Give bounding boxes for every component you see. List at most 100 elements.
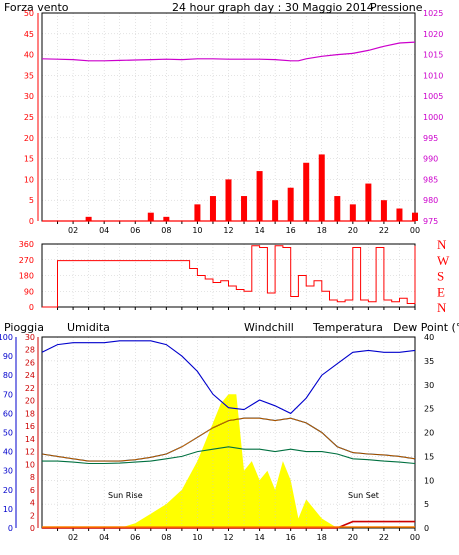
temp-tick-30: 30 [424, 381, 434, 390]
wind-tick-30: 30 [24, 92, 34, 101]
x-tick-label-14: 14 [254, 533, 264, 542]
direction-label-1: W [437, 253, 450, 268]
x-tick-label-20: 20 [348, 226, 358, 235]
x-tick-label-04: 04 [99, 226, 109, 235]
direction-line [42, 245, 416, 308]
wind-bar-15 [272, 200, 279, 221]
direction-label-4: N [437, 300, 447, 315]
wind-bar-12 [225, 179, 232, 221]
wind-pressure-panel: 02 04 06 08 10 12 14 16 18 20 22 000510152025303540… [24, 9, 444, 235]
chart-title: 24 hour graph day : 30 Maggio 2014 [172, 1, 374, 14]
windchill-label: Windchill [244, 321, 294, 334]
humidity-tick-60: 60 [3, 409, 13, 418]
rain-tick-12: 12 [25, 448, 35, 457]
pioggia-label: Pioggia [4, 321, 44, 334]
wind-tick-5: 5 [29, 196, 34, 205]
humidity-tick-40: 40 [3, 448, 13, 457]
x-tick-label-06: 06 [130, 226, 140, 235]
dir-tick-360: 360 [19, 240, 34, 249]
humidity-tick-70: 70 [3, 390, 13, 399]
rain-tick-26: 26 [25, 358, 35, 367]
x-tick-label-08: 08 [161, 533, 171, 542]
x-tick-label-00: 00 [410, 226, 420, 235]
rain-tick-20: 20 [25, 397, 35, 406]
direction-label-2: S [437, 269, 444, 284]
rain-tick-14: 14 [25, 435, 35, 444]
wind-bar-13 [241, 196, 248, 221]
pressure-line [41, 41, 416, 62]
wind-bar-7 [147, 212, 154, 221]
windchill-line [41, 417, 416, 462]
humidity-line [41, 340, 416, 415]
humidity-tick-50: 50 [3, 429, 13, 438]
wind-tick-15: 15 [24, 155, 34, 164]
pressure-tick-1010: 1010 [423, 71, 443, 80]
wind-bar-10 [194, 204, 201, 221]
wind-bar-23 [396, 208, 403, 221]
rain-tick-0: 0 [30, 524, 35, 533]
wind-tick-25: 25 [24, 113, 34, 122]
rain-tick-22: 22 [25, 384, 35, 393]
x-tick-label-16: 16 [286, 226, 296, 235]
rain-tick-28: 28 [25, 346, 35, 355]
temp-tick-20: 20 [424, 429, 434, 438]
rain-tick-30: 30 [25, 333, 35, 342]
temperatura-label: Temperatura [312, 321, 383, 334]
pressure-tick-995: 995 [423, 134, 438, 143]
humidity-tick-90: 90 [3, 352, 13, 361]
x-tick-label-10: 10 [192, 226, 202, 235]
wind-tick-10: 10 [24, 175, 34, 184]
rain-tick-2: 2 [30, 511, 35, 520]
pressure-tick-980: 980 [423, 196, 438, 205]
dewpoint-label: Dew Point (°C [393, 321, 459, 334]
wind-bar-24 [412, 212, 418, 221]
wind-tick-50: 50 [24, 9, 34, 18]
solar-area [42, 394, 415, 528]
temperature-humidity-panel: 02 04 06 08 10 12 14 16 18 20 22 000102030405060708… [0, 333, 434, 542]
dir-tick-270: 270 [19, 256, 34, 265]
sunrise-annotation: Sun Rise [108, 491, 143, 500]
pressure-tick-1005: 1005 [423, 92, 443, 101]
wind-bar-16 [287, 187, 294, 221]
x-tick-label-04: 04 [99, 533, 109, 542]
wind-bars [85, 154, 418, 221]
wind-bar-19 [334, 196, 341, 221]
wind-bar-18 [318, 154, 325, 221]
wind-bar-8 [163, 216, 170, 221]
umidita-label: Umidita [67, 321, 110, 334]
dir-tick-180: 180 [19, 272, 34, 281]
rain-tick-10: 10 [25, 460, 35, 469]
pressione-label: Pressione [370, 1, 423, 14]
x-tick-label-22: 22 [379, 533, 389, 542]
wind-bar-11 [209, 196, 216, 221]
wind-bar-22 [380, 200, 387, 221]
rain-tick-18: 18 [25, 409, 35, 418]
wind-bar-3 [85, 216, 92, 221]
pressure-tick-1025: 1025 [423, 9, 443, 18]
pressure-tick-990: 990 [423, 155, 438, 164]
sunset-annotation: Sun Set [348, 491, 379, 500]
temp-tick-10: 10 [424, 476, 434, 485]
rain-tick-6: 6 [30, 486, 35, 495]
rain-tick-24: 24 [25, 371, 35, 380]
dir-tick-0: 0 [29, 303, 34, 312]
wind-tick-40: 40 [24, 51, 34, 60]
humidity-tick-80: 80 [3, 371, 13, 380]
x-tick-label-14: 14 [254, 226, 264, 235]
pressure-tick-985: 985 [423, 175, 438, 184]
temp-tick-25: 25 [424, 405, 434, 414]
humidity-tick-0: 0 [8, 524, 13, 533]
temp-tick-0: 0 [424, 524, 429, 533]
x-tick-label-00: 00 [410, 533, 420, 542]
x-tick-label-08: 08 [161, 226, 171, 235]
humidity-tick-100: 100 [0, 333, 13, 342]
wind-bar-21 [365, 183, 372, 221]
direction-label-0: N [437, 237, 447, 252]
x-tick-label-02: 02 [68, 533, 78, 542]
pressure-tick-975: 975 [423, 217, 438, 226]
wind-tick-0: 0 [29, 217, 34, 226]
x-tick-label-18: 18 [317, 533, 327, 542]
x-tick-label-16: 16 [286, 533, 296, 542]
